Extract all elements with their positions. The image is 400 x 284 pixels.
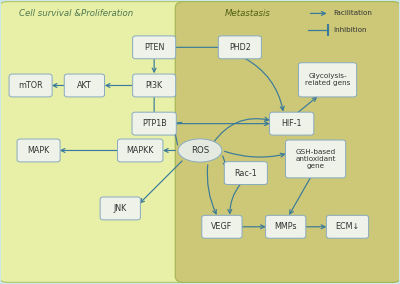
FancyBboxPatch shape bbox=[100, 197, 140, 220]
FancyBboxPatch shape bbox=[286, 140, 346, 178]
FancyBboxPatch shape bbox=[326, 215, 369, 238]
Text: AKT: AKT bbox=[77, 81, 92, 90]
Text: GSH-based
antioxidant
gene: GSH-based antioxidant gene bbox=[295, 149, 336, 169]
Text: ECM↓: ECM↓ bbox=[335, 222, 360, 231]
FancyBboxPatch shape bbox=[218, 36, 261, 59]
Text: Rac-1: Rac-1 bbox=[234, 169, 257, 178]
Text: mTOR: mTOR bbox=[18, 81, 43, 90]
Text: JNK: JNK bbox=[114, 204, 127, 213]
Text: PI3K: PI3K bbox=[146, 81, 163, 90]
FancyBboxPatch shape bbox=[133, 74, 176, 97]
FancyBboxPatch shape bbox=[133, 36, 176, 59]
FancyBboxPatch shape bbox=[270, 112, 314, 135]
Text: HIF-1: HIF-1 bbox=[282, 119, 302, 128]
Text: Facilitation: Facilitation bbox=[334, 11, 372, 16]
FancyBboxPatch shape bbox=[132, 112, 176, 135]
FancyBboxPatch shape bbox=[0, 1, 228, 283]
Text: Cell survival &Proliferation: Cell survival &Proliferation bbox=[19, 9, 134, 18]
FancyBboxPatch shape bbox=[118, 139, 163, 162]
Text: Metastasis: Metastasis bbox=[225, 9, 271, 18]
FancyBboxPatch shape bbox=[64, 74, 104, 97]
FancyBboxPatch shape bbox=[224, 162, 267, 185]
Text: ROS: ROS bbox=[191, 146, 209, 155]
Text: PTP1B: PTP1B bbox=[142, 119, 166, 128]
FancyBboxPatch shape bbox=[202, 215, 242, 238]
Ellipse shape bbox=[178, 139, 222, 162]
FancyBboxPatch shape bbox=[175, 1, 400, 283]
FancyBboxPatch shape bbox=[298, 63, 357, 97]
Text: Glycolysis-
related gens: Glycolysis- related gens bbox=[305, 73, 350, 86]
Text: PHD2: PHD2 bbox=[229, 43, 251, 52]
FancyBboxPatch shape bbox=[9, 74, 52, 97]
Text: MAPKK: MAPKK bbox=[126, 146, 154, 155]
Text: MAPK: MAPK bbox=[28, 146, 50, 155]
Text: MMPs: MMPs bbox=[274, 222, 297, 231]
FancyBboxPatch shape bbox=[266, 215, 306, 238]
Text: Inhibition: Inhibition bbox=[334, 27, 367, 33]
Text: VEGF: VEGF bbox=[211, 222, 232, 231]
FancyBboxPatch shape bbox=[17, 139, 60, 162]
Text: PTEN: PTEN bbox=[144, 43, 164, 52]
